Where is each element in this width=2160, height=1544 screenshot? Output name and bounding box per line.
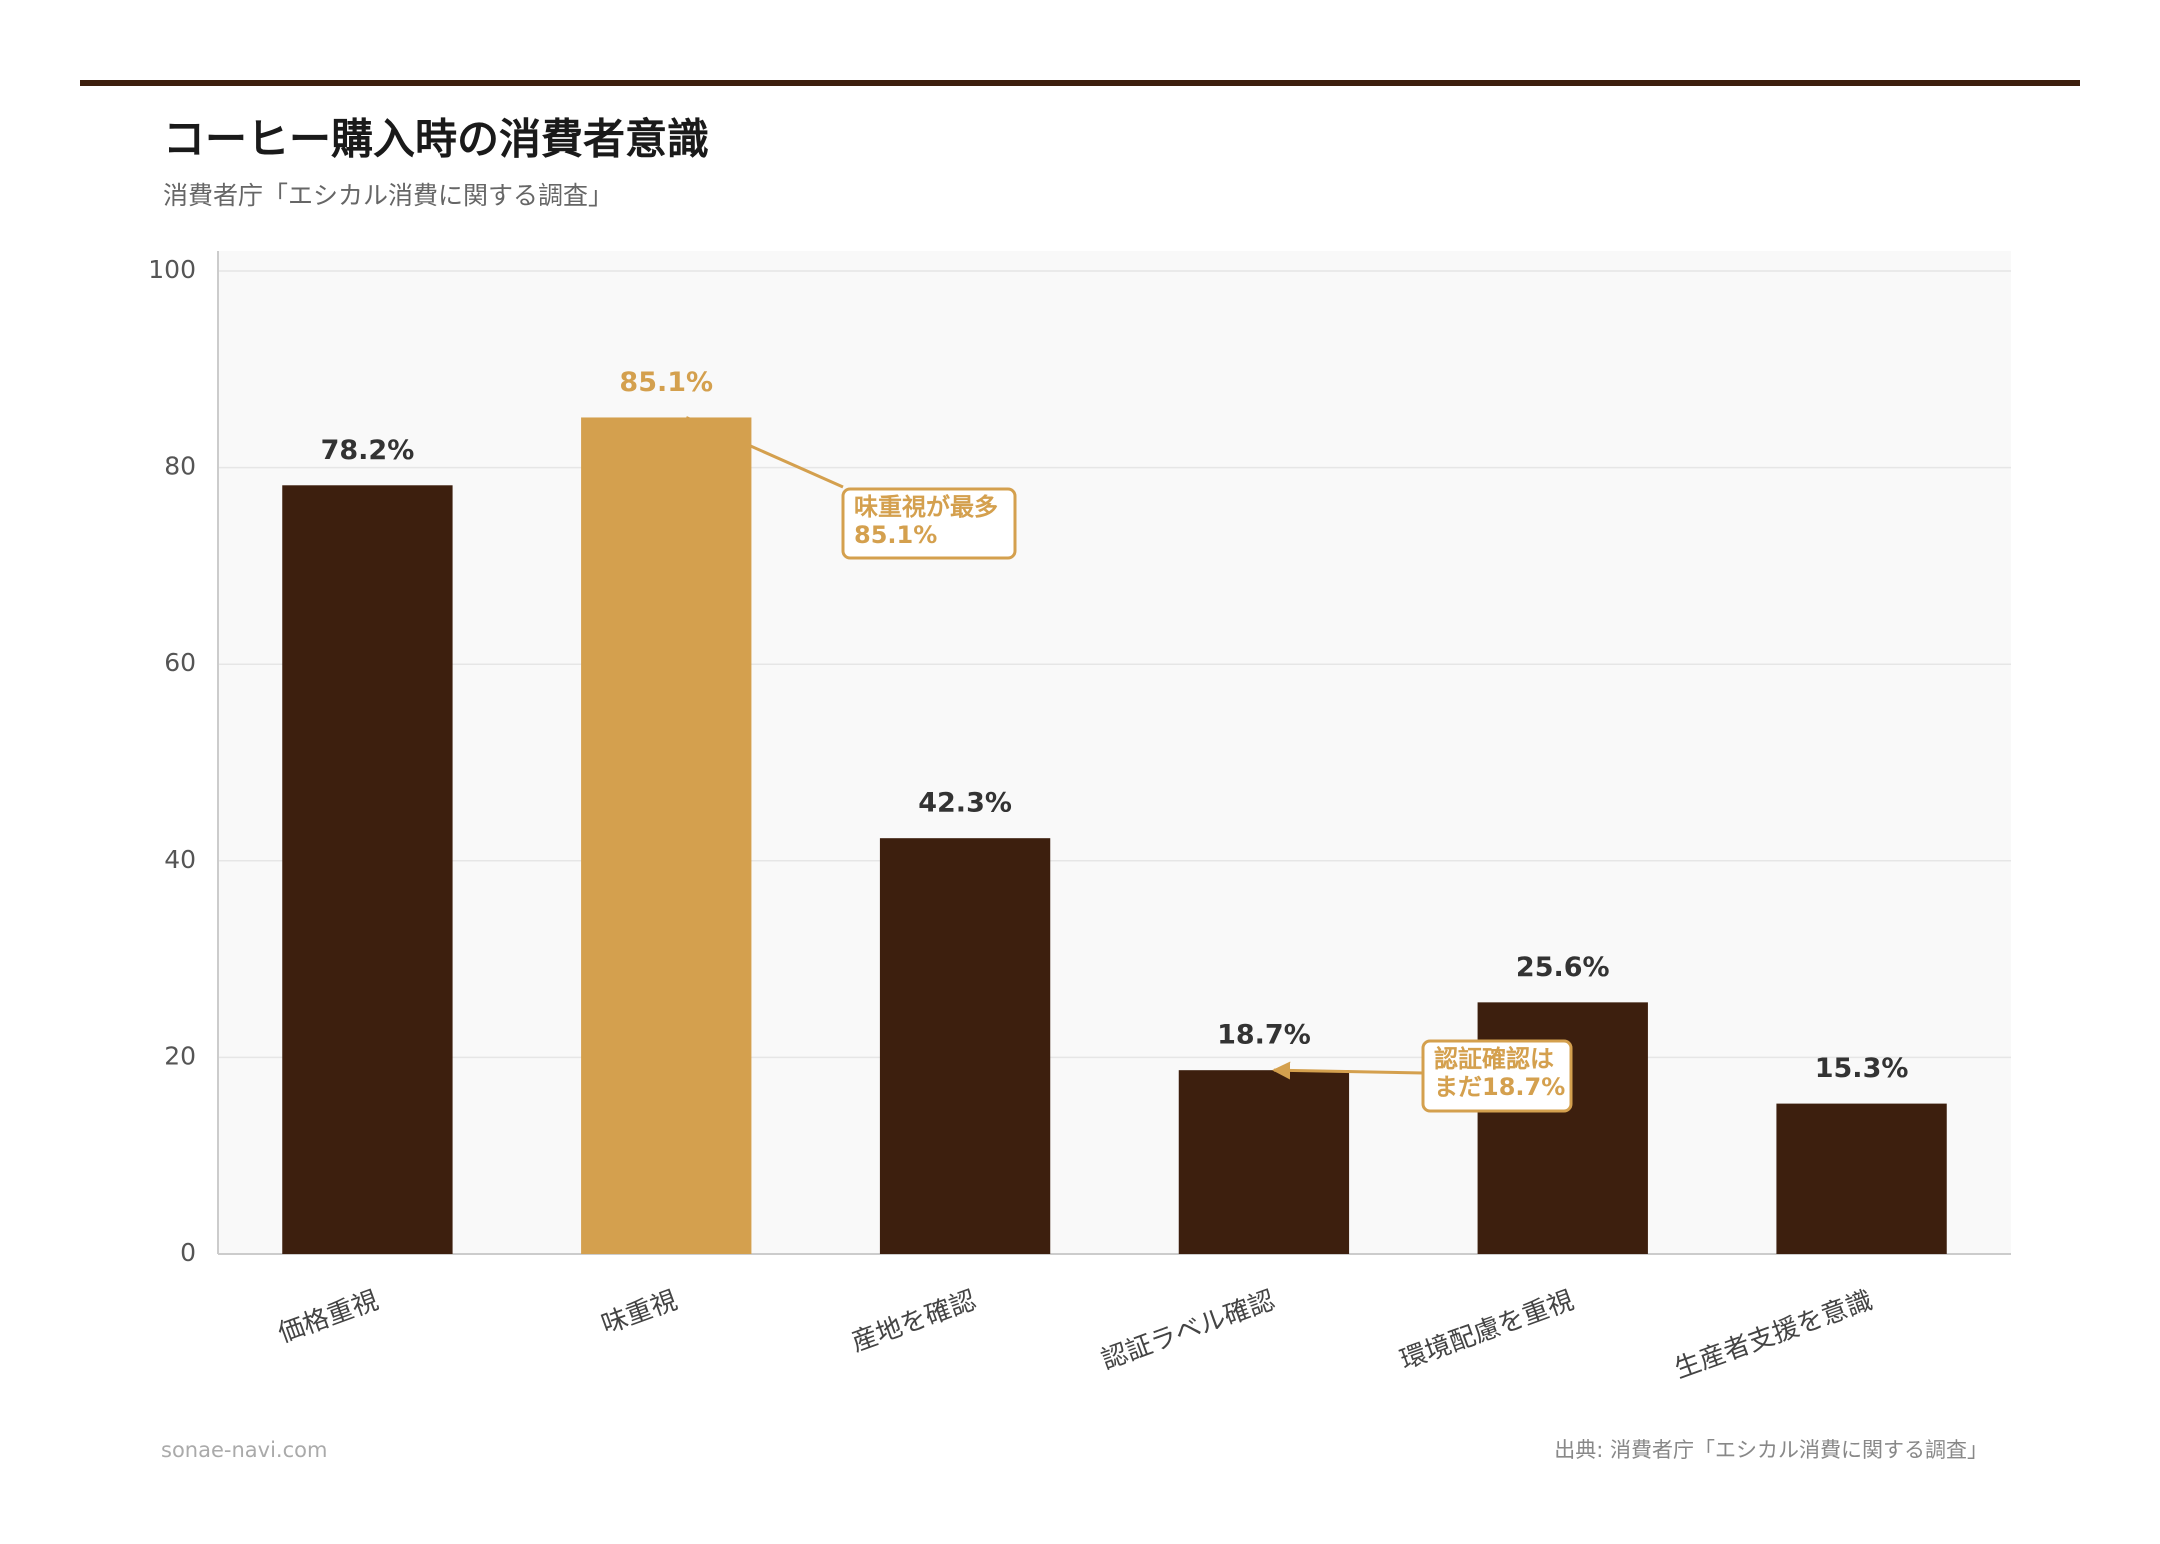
- x-tick-label: 認証ラベル確認: [1098, 1285, 1279, 1375]
- value-label: 42.3%: [918, 788, 1012, 819]
- bar: [1776, 1103, 1947, 1254]
- x-tick-label: 環境配慮を重視: [1396, 1285, 1577, 1375]
- value-label: 85.1%: [619, 367, 713, 398]
- bar: [581, 417, 752, 1254]
- value-label: 25.6%: [1516, 952, 1610, 983]
- annotation-text: 85.1%: [854, 521, 937, 549]
- annotation-text: まだ18.7%: [1434, 1073, 1565, 1101]
- x-tick-label: 生産者支援を意識: [1671, 1285, 1877, 1384]
- value-label: 18.7%: [1217, 1020, 1311, 1051]
- x-tick-label: 価格重視: [274, 1285, 382, 1349]
- value-label: 78.2%: [321, 435, 415, 466]
- bar: [879, 838, 1051, 1254]
- annotation-connector: [685, 416, 844, 489]
- annotation-text: 味重視が最多: [854, 493, 998, 521]
- y-tick-label: 100: [148, 255, 196, 284]
- y-tick-label: 40: [164, 845, 196, 874]
- chart-title: コーヒー購入時の消費者意識: [163, 115, 709, 164]
- y-tick-label: 60: [164, 648, 196, 677]
- bar: [1178, 1070, 1350, 1254]
- annotation-text: 認証確認は: [1434, 1045, 1554, 1073]
- annotation-box: [1421, 1039, 1573, 1113]
- top-rule: [80, 80, 2080, 86]
- annotation-connector: [1272, 1061, 1424, 1080]
- bar: [282, 485, 453, 1254]
- y-tick-label: 0: [180, 1238, 196, 1267]
- plot-area: [218, 251, 2011, 1254]
- source-note: 出典: 消費者庁「エシカル消費に関する調査」: [1554, 1438, 1988, 1462]
- x-tick-label: 味重視: [598, 1285, 682, 1340]
- value-label: 15.3%: [1815, 1053, 1909, 1084]
- y-tick-label: 20: [164, 1041, 196, 1070]
- x-tick-label: 産地を確認: [848, 1285, 980, 1358]
- annotation-box: [841, 487, 1017, 560]
- chart-subtitle: 消費者庁「エシカル消費に関する調査」: [163, 181, 613, 210]
- site-name: sonae-navi.com: [161, 1438, 327, 1462]
- y-tick-label: 80: [164, 452, 196, 481]
